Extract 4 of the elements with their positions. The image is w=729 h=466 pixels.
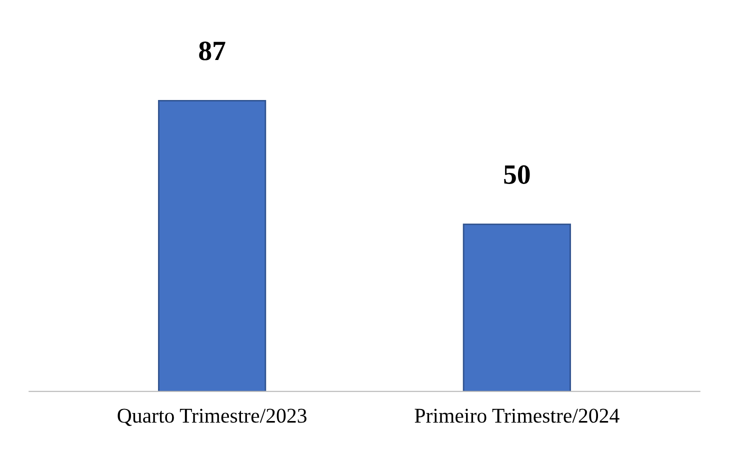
data-label: 50 (504, 165, 530, 184)
data-label: 87 (199, 42, 226, 60)
x-tick-label: Primeiro Trimestre/2024 (414, 408, 620, 423)
x-tick-label: Quarto Trimestre/2023 (118, 408, 306, 426)
